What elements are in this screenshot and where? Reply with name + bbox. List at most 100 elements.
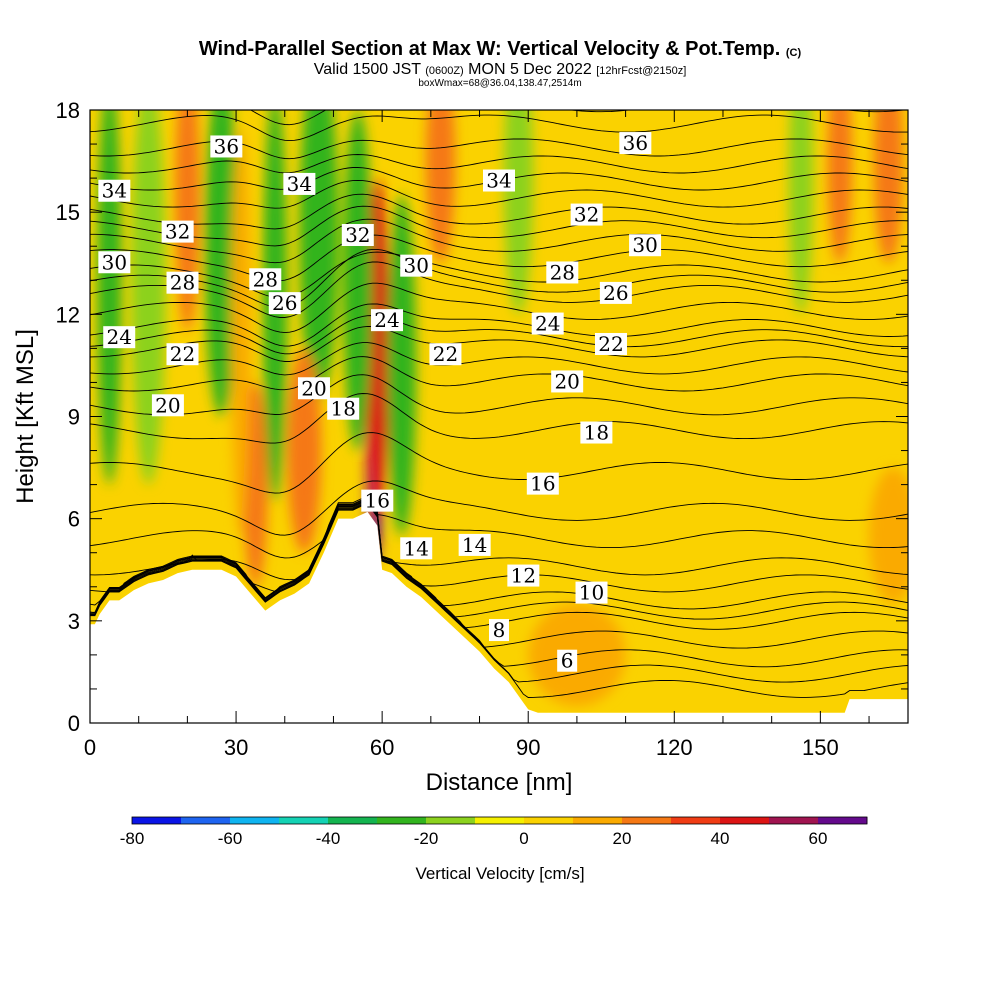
colorbar-tick-label: -20 <box>414 829 439 848</box>
colorbar-tick-label: 0 <box>519 829 528 848</box>
theta-line-10 <box>90 480 908 536</box>
contour-label-bg <box>371 309 404 332</box>
theta-line-17 <box>90 315 908 355</box>
contour-label-text: 22 <box>598 332 623 356</box>
contour-label-text: 26 <box>272 291 297 315</box>
contour-label-text: 24 <box>374 308 399 332</box>
contour-label-10: 20 <box>151 393 184 417</box>
contour-label-text: 12 <box>511 564 536 588</box>
contour-label-bg <box>249 268 282 291</box>
colorbar-swatch-5 <box>377 817 427 824</box>
theta-line-29 <box>90 154 908 174</box>
theta-line-8 <box>90 496 908 581</box>
contour-label-text: 20 <box>301 376 326 400</box>
contour-label-bg <box>327 397 360 420</box>
contour-label-text: 8 <box>493 618 506 642</box>
theta-line-19 <box>90 282 908 334</box>
contour-label-bg <box>557 649 578 672</box>
y-tick-label: 3 <box>68 609 80 634</box>
colorbar: -80 -60 -40 -20 0 20 40 60 <box>120 816 868 848</box>
contour-label-27: 32 <box>161 220 194 244</box>
contour-label-bg <box>594 332 627 355</box>
velocity-cell-16 <box>827 110 853 264</box>
y-tick-label: 18 <box>56 98 80 123</box>
theta-line-0 <box>90 502 908 698</box>
theta-line-16 <box>90 325 908 362</box>
contour-label-2: 10 <box>575 581 608 605</box>
colorbar-swatch-7 <box>475 817 525 824</box>
contour-label-bg <box>161 220 194 243</box>
colorbar-swatch-8 <box>524 817 574 824</box>
theta-line-24 <box>90 218 908 264</box>
contour-label-bg <box>629 234 662 257</box>
terrain-mask <box>90 511 908 723</box>
contour-label-text: 30 <box>632 233 657 257</box>
contour-label-bg <box>98 179 131 202</box>
theta-line-21 <box>90 248 908 309</box>
colorbar-swatch-14 <box>818 817 868 824</box>
contour-label-bg <box>268 292 301 315</box>
contour-label-22: 28 <box>249 267 282 291</box>
velocity-cell-14 <box>503 110 534 315</box>
theta-line-14 <box>90 356 908 392</box>
theta-line-7 <box>90 497 908 593</box>
contour-label-bg <box>531 312 564 335</box>
contour-label-bg <box>166 343 199 366</box>
theta-line-25 <box>90 205 908 247</box>
contour-label-text: 28 <box>253 267 278 291</box>
box-wmax-info: boxWmax=68@36.04,138.47,2514m <box>418 78 582 89</box>
contour-label-text: 6 <box>561 649 574 673</box>
contour-label-text: 32 <box>345 223 370 247</box>
colorbar-swatch-11 <box>671 817 721 824</box>
contour-label-0: 6 <box>557 649 578 673</box>
colorbar-swatch-12 <box>720 817 770 824</box>
contour-label-15: 22 <box>594 332 627 356</box>
forecast-info: [12hrFcst@2150z] <box>596 65 687 77</box>
colorbar-tick-label: -80 <box>120 829 145 848</box>
contour-label-text: 36 <box>214 134 239 158</box>
colorbar-label: Vertical Velocity [cm/s] <box>415 864 585 883</box>
velocity-cell-6 <box>97 110 122 485</box>
colorbar-swatch-6 <box>426 817 476 824</box>
colorbar-tick-label: -60 <box>218 829 243 848</box>
contour-label-29: 32 <box>570 203 603 227</box>
contour-label-bg <box>283 172 316 195</box>
contour-label-7: 16 <box>526 472 559 496</box>
contour-label-12: 20 <box>297 376 330 400</box>
chart-title: Wind-Parallel Section at Max W: Vertical… <box>0 37 1000 61</box>
theta-line-2 <box>90 501 908 668</box>
y-tick-label: 15 <box>56 200 80 225</box>
contour-label-3: 12 <box>507 564 540 588</box>
theta-line-26 <box>90 193 908 230</box>
contour-label-text: 24 <box>535 312 560 336</box>
contour-label-1: 8 <box>489 618 509 642</box>
contour-label-bg <box>551 370 584 393</box>
colorbar-tick-label: 60 <box>809 829 828 848</box>
colorbar-swatch-3 <box>279 817 329 824</box>
contour-label-6: 16 <box>361 489 394 513</box>
theta-line-3 <box>90 500 908 649</box>
x-axis-label: Distance [nm] <box>426 769 573 796</box>
contour-label-text: 18 <box>330 397 355 421</box>
valid-prefix: Valid 1500 JST <box>313 61 421 78</box>
colorbar-swatch-9 <box>573 817 623 824</box>
velocity-cell-13 <box>425 110 456 264</box>
contour-label-bg <box>210 135 243 158</box>
contour-label-21: 28 <box>166 271 199 295</box>
colorbar-tick-label: -40 <box>316 829 341 848</box>
contour-label-text: 20 <box>554 369 579 393</box>
velocity-cell-3 <box>387 195 417 536</box>
contour-label-text: 28 <box>550 260 575 284</box>
colorbar-tick-label: 20 <box>613 829 632 848</box>
contour-label-bg <box>507 564 540 587</box>
theta-line-20 <box>90 261 908 318</box>
contour-label-33: 36 <box>210 134 243 158</box>
copyright-tag: (C) <box>785 47 802 59</box>
valid-date: MON 5 Dec 2022 <box>468 61 592 78</box>
velocity-cell-15 <box>788 110 814 315</box>
contour-label-text: 34 <box>102 179 127 203</box>
contour-label-text: 22 <box>170 342 195 366</box>
contour-label-text: 32 <box>574 203 599 227</box>
